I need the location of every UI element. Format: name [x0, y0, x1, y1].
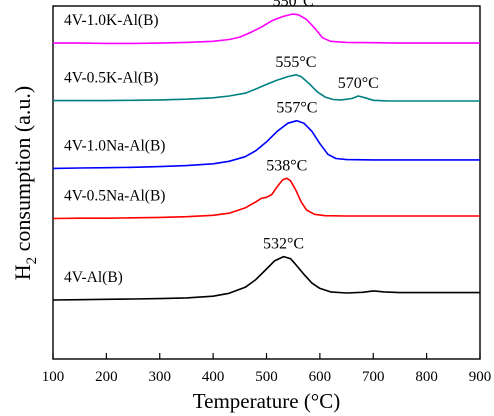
series-line-4v-1-0k-al-b [53, 13, 480, 45]
series-label-4v-1-0na-al-b: 4V-1.0Na-Al(B) [64, 137, 165, 154]
y-axis-label-rest: consumption (a.u.) [10, 86, 35, 257]
x-tick-label-500: 500 [255, 369, 278, 385]
peak-label-4v-1-0na-al-b-0: 557°C [276, 100, 317, 117]
series-line-4v-1-0na-al-b [52, 119, 480, 170]
peak-label-4v-0-5na-al-b-0: 538°C [266, 157, 307, 174]
x-axis-label: Temperature (°C) [193, 389, 340, 413]
y-axis-label: H2 consumption (a.u.) [10, 86, 40, 280]
y-axis-label-main: H [10, 264, 35, 280]
peak-label-4v-al-b-0: 532°C [263, 236, 304, 253]
x-tick-label-700: 700 [362, 369, 385, 385]
series-label-4v-0-5k-al-b: 4V-0.5K-Al(B) [64, 70, 159, 87]
x-tick-label-400: 400 [202, 369, 225, 385]
series-label-4v-al-b: 4V-Al(B) [64, 269, 123, 286]
series-lines [52, 13, 480, 301]
series-line-4v-0-5na-al-b [52, 177, 480, 220]
series-line-4v-0-5k-al-b [53, 74, 480, 102]
series-label-4v-1-0k-al-b: 4V-1.0K-Al(B) [64, 12, 159, 29]
y-axis-label-sub: 2 [24, 257, 40, 265]
x-tick-label-900: 900 [469, 369, 492, 385]
x-tick-label-100: 100 [42, 369, 65, 385]
peak-label-4v-0-5k-al-b-1: 570°C [338, 75, 379, 92]
x-axis-ticks: 100 200 300 400 500 600 700 800 900 [42, 353, 492, 385]
x-tick-label-300: 300 [149, 369, 172, 385]
x-tick-label-800: 800 [415, 369, 438, 385]
peak-label-4v-0-5k-al-b-0: 555°C [275, 54, 316, 71]
plot-frame [52, 5, 481, 360]
peak-labels: 550°C 555°C 570°C 557°C 538°C 532°C [263, 0, 379, 253]
x-tick-label-200: 200 [95, 369, 118, 385]
series-labels: 4V-1.0K-Al(B) 4V-0.5K-Al(B) 4V-1.0Na-Al(B)… [64, 12, 165, 286]
series-line-4v-al-b [52, 255, 480, 301]
series-label-4v-0-5na-al-b: 4V-0.5Na-Al(B) [64, 188, 165, 205]
peak-label-4v-1-0k-al-b-0: 550°C [273, 0, 314, 10]
x-tick-label-600: 600 [309, 369, 332, 385]
